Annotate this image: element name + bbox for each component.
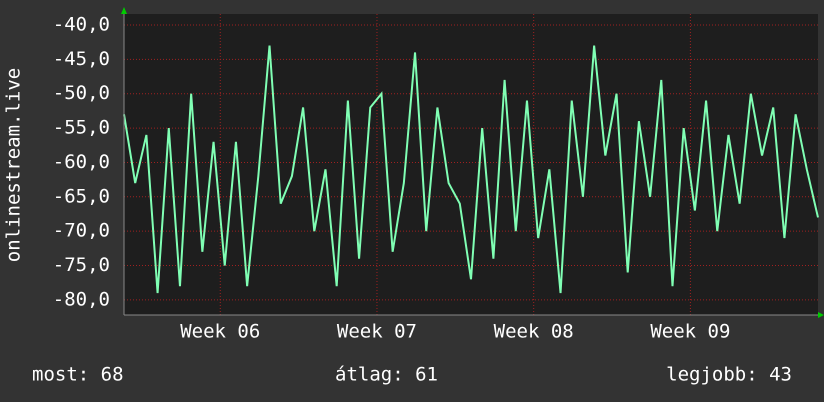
x-tick-label: Week 09	[650, 321, 730, 343]
plot	[123, 14, 819, 315]
y-tick-label: -55,0	[53, 117, 110, 139]
y-axis-label: onlinestream.live	[3, 68, 25, 262]
y-tick-label: -40,0	[53, 13, 110, 35]
x-tick-label: Week 08	[494, 321, 574, 343]
y-tick-label: -70,0	[53, 220, 110, 242]
y-tick-label: -45,0	[53, 48, 110, 70]
x-tick-label: Week 07	[337, 321, 417, 343]
y-tick-label: -80,0	[53, 288, 110, 310]
y-tick-label: -50,0	[53, 82, 110, 104]
legend-text: legjobb: 43	[666, 364, 792, 386]
y-tick-label: -75,0	[53, 254, 110, 276]
axis-arrow	[818, 312, 824, 318]
y-tick-label: -60,0	[53, 151, 110, 173]
legend-text: átlag: 61	[335, 364, 438, 386]
legend-text: most: 68	[32, 364, 124, 386]
y-tick-label: -65,0	[53, 185, 110, 207]
plot-area	[124, 14, 818, 315]
data-line	[123, 45, 819, 294]
x-tick-label: Week 06	[180, 321, 260, 343]
axis-arrow	[121, 7, 127, 14]
